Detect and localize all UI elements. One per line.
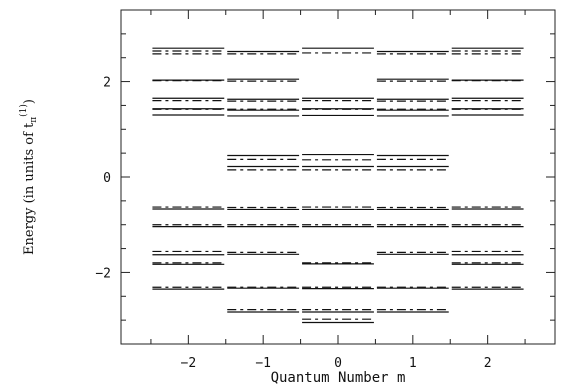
- y-tick-label: 2: [103, 76, 111, 91]
- plot-frame: [120, 9, 556, 345]
- y-tick-label: −2: [95, 266, 111, 281]
- x-tick-label: −1: [255, 356, 271, 371]
- x-tick-label: 0: [334, 356, 342, 371]
- y-axis-label-main: Energy (in units of t: [22, 122, 37, 255]
- x-axis-label: Quantum Number m: [271, 370, 406, 385]
- axis-ticks: −2 0 2 −2 −1 0 1 2: [95, 9, 555, 371]
- x-tick-label: −2: [181, 356, 197, 371]
- x-tick-label: 2: [484, 356, 492, 371]
- energy-levels: [152, 47, 524, 324]
- y-tick-label: 0: [103, 171, 111, 186]
- y-axis-label-superscript: (1): [18, 104, 29, 117]
- y-axis-label-close: ): [22, 99, 37, 104]
- x-tick-label: 1: [409, 356, 417, 371]
- y-axis-label: Energy (in units of tπ(1)): [18, 99, 39, 255]
- y-axis-label-subscript: π: [29, 117, 39, 123]
